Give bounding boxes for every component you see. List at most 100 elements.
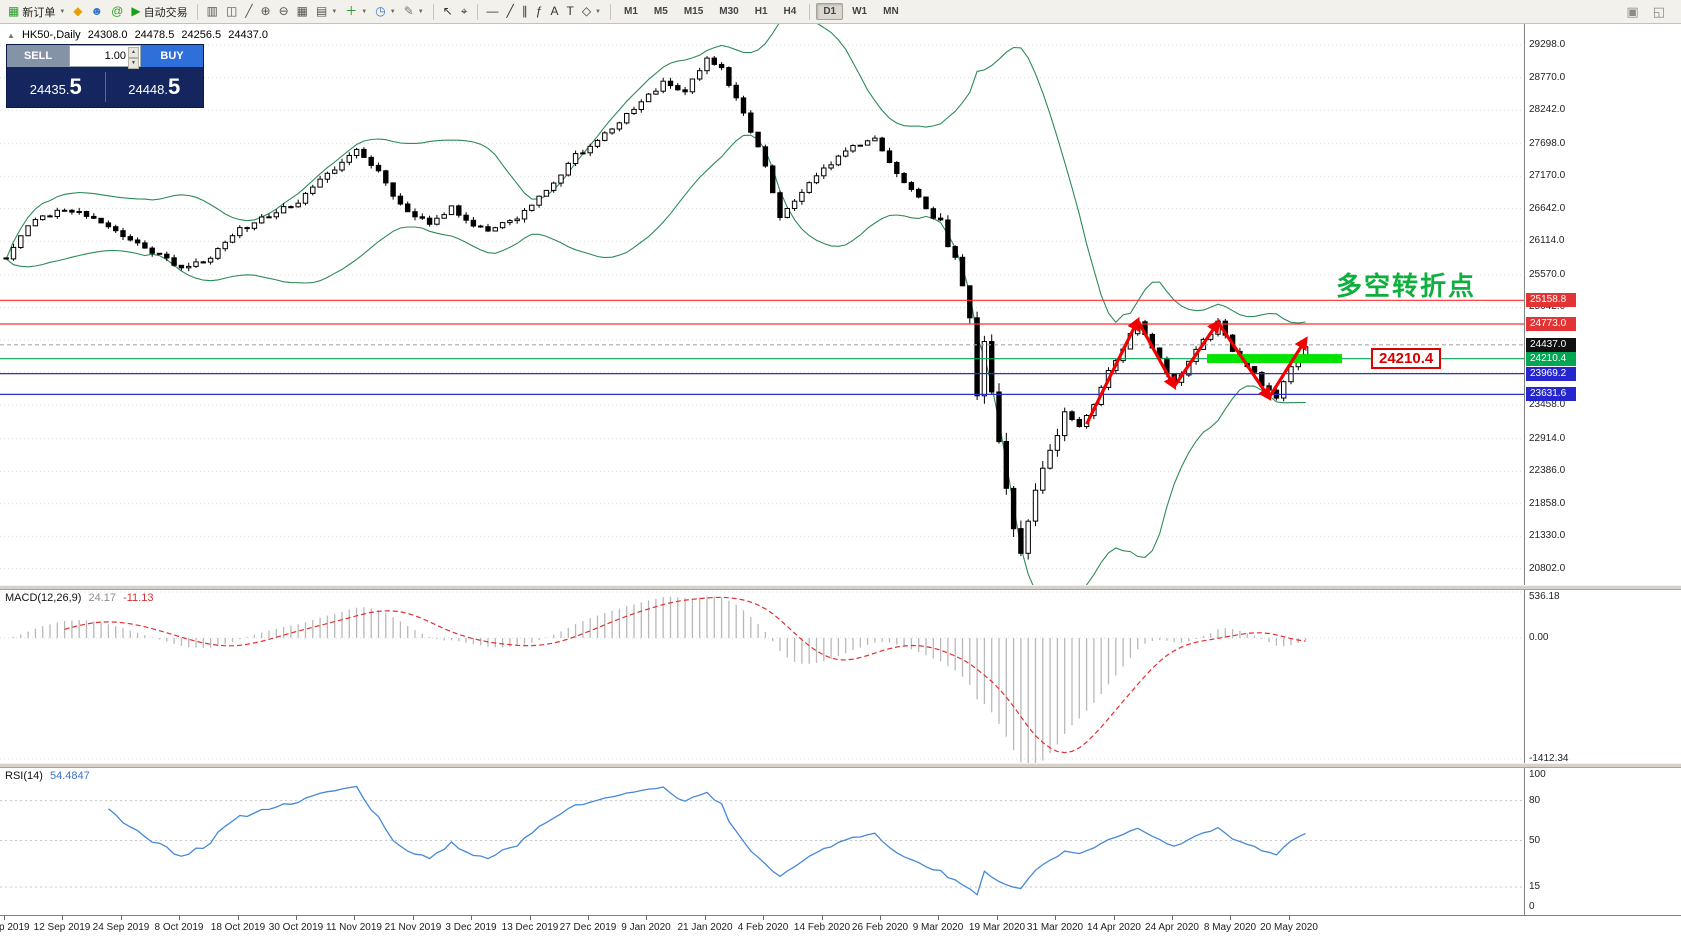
template-icon[interactable]: ✎ ▼ xyxy=(400,3,428,20)
time-label: 24 Sep 2019 xyxy=(92,922,150,933)
support-highlight-bar[interactable] xyxy=(1207,354,1342,363)
timeframe-m1[interactable]: M1 xyxy=(624,6,638,17)
timeframe-m5[interactable]: M5 xyxy=(653,6,668,17)
bollinger-lower-band xyxy=(5,134,1306,585)
zigzag-arrow[interactable] xyxy=(1216,321,1272,401)
price-divider xyxy=(104,72,106,102)
line-chart-icon[interactable]: ╱ xyxy=(241,3,256,20)
horizontal-line-icon-glyph: — xyxy=(486,4,499,18)
tile-windows-icon-glyph: ▦ xyxy=(296,4,308,18)
arrange-windows-icon-glyph: ▤ xyxy=(315,4,328,18)
bar-chart-icon-glyph: ▥ xyxy=(206,4,218,18)
timeframe-d1[interactable]: D1 xyxy=(816,3,844,20)
time-tick xyxy=(1230,916,1231,920)
label-icon[interactable]: T xyxy=(562,3,577,20)
timeframe-h4[interactable]: H4 xyxy=(783,6,797,17)
candlestick-icon[interactable]: ◫ xyxy=(222,3,241,20)
profiles-period-icon[interactable]: ◷ ▼ xyxy=(371,3,399,20)
bar-chart-icon[interactable]: ▥ xyxy=(203,3,222,20)
zoom-in-icon[interactable]: ⊕ xyxy=(257,3,275,20)
time-tick xyxy=(880,916,881,920)
fibonacci-icon-glyph: ƒ xyxy=(535,4,543,18)
toolbar-separator xyxy=(196,3,198,20)
rsi-axis: 100 80 50 15 0 xyxy=(1524,768,1681,915)
timeframe-w1[interactable]: W1 xyxy=(852,6,868,17)
window-new-icon[interactable]: ◱ xyxy=(1652,4,1665,19)
rsi-tick: 0 xyxy=(1529,901,1535,912)
buy-price[interactable]: 24448.5 xyxy=(128,74,181,99)
cursor-icon[interactable]: ↖ xyxy=(439,3,457,20)
sell-button[interactable]: SELL xyxy=(7,45,69,67)
cursor-icon-glyph: ↖ xyxy=(442,4,453,18)
timeframe-mn[interactable]: MN xyxy=(883,6,899,17)
trendline-icon[interactable]: ╱ xyxy=(503,3,518,20)
time-label: 8 May 2020 xyxy=(1203,922,1257,933)
time-tick xyxy=(238,916,239,920)
sell-price[interactable]: 24435.5 xyxy=(29,74,82,99)
ohlc-open: 24308.0 xyxy=(87,29,128,41)
zoom-out-icon[interactable]: ⊖ xyxy=(275,3,293,20)
new-order-button[interactable]: ▦ 新订单 ▼ xyxy=(8,4,66,19)
rsi-line xyxy=(107,785,1306,896)
horizontal-line-icon[interactable]: — xyxy=(483,3,503,20)
buy-button[interactable]: BUY xyxy=(141,45,203,67)
time-tick xyxy=(179,916,180,920)
panel-splitter[interactable] xyxy=(0,585,1681,590)
time-label: 8 Oct 2019 xyxy=(154,922,204,933)
zigzag-arrow[interactable] xyxy=(1136,319,1177,391)
zigzag-arrow[interactable] xyxy=(1085,316,1140,425)
panel-splitter[interactable] xyxy=(0,763,1681,768)
price-axis: 29298.0 28770.0 28242.0 27698.0 27170.0 26642… xyxy=(1524,24,1681,585)
timeframe-h1[interactable]: H1 xyxy=(754,6,768,17)
window-restore-icon[interactable]: ▣ xyxy=(1626,4,1639,19)
trendline-icon-glyph: ╱ xyxy=(506,4,514,18)
new-chart-icon-glyph: ＋ xyxy=(345,4,358,18)
volume-up-button[interactable]: ▲ xyxy=(128,47,139,58)
crosshair-icon[interactable]: ⌖ xyxy=(457,3,472,20)
arrange-windows-icon[interactable]: ▤ ▼ xyxy=(312,3,341,20)
time-label: 2 Sep 2019 xyxy=(0,922,30,933)
down-candles xyxy=(3,57,1280,554)
timeframe-m15[interactable]: M15 xyxy=(683,6,704,17)
time-tick xyxy=(763,916,764,920)
fibonacci-icon[interactable]: ƒ xyxy=(532,3,547,20)
text-icon[interactable]: A xyxy=(546,3,562,20)
price-tick: 28770.0 xyxy=(1529,72,1566,83)
time-tick xyxy=(530,916,531,920)
time-tick xyxy=(1114,916,1115,920)
label-icon-glyph: T xyxy=(566,4,574,18)
channel-icon[interactable]: ∥ xyxy=(518,3,532,20)
time-label: 11 Nov 2019 xyxy=(326,922,382,933)
text-icon-glyph: A xyxy=(550,4,559,18)
price-tick: 23458.0 xyxy=(1529,399,1566,410)
dropdown-arrow-icon: ▼ xyxy=(59,8,66,15)
zigzag-arrow[interactable] xyxy=(1172,319,1221,388)
turning-point-annotation[interactable]: 多空转折点 xyxy=(1336,271,1477,301)
level-callout-box[interactable]: 24210.4 xyxy=(1371,348,1442,369)
new-chart-icon[interactable]: ＋ ▼ xyxy=(341,3,371,20)
time-label: 20 May 2020 xyxy=(1260,922,1318,933)
dropdown-arrow-icon: ▼ xyxy=(595,8,601,15)
community-icon[interactable]: @ xyxy=(107,3,127,20)
chart-ohlc-header: ▲ HK50-,Daily 24308.0 24478.5 24256.5 24… xyxy=(7,29,272,41)
time-tick xyxy=(4,916,5,920)
toolbar-separator xyxy=(610,3,611,20)
profile-icon[interactable]: ☻ xyxy=(87,3,108,20)
time-tick xyxy=(822,916,823,920)
up-candles xyxy=(10,57,1309,554)
toolbar-right-icons: ▣ ◱ xyxy=(1622,3,1677,20)
macd-tick: -1412.34 xyxy=(1529,753,1569,763)
zigzag-arrow[interactable] xyxy=(1267,336,1308,399)
time-label: 31 Mar 2020 xyxy=(1026,922,1084,933)
tile-windows-icon[interactable]: ▦ xyxy=(293,3,312,20)
mql5-icon[interactable]: ◆ xyxy=(69,3,86,20)
volume-input[interactable] xyxy=(70,46,140,66)
timeframe-m30[interactable]: M30 xyxy=(719,6,739,17)
autotrading-button[interactable]: ▶ 自动交易 xyxy=(131,4,188,19)
price-label: 24773.0 xyxy=(1526,317,1576,331)
dropdown-arrow-icon: ▼ xyxy=(417,8,424,15)
one-click-trading-panel: SELL ▲ ▼ BUY 24435.5 24448.5 xyxy=(6,44,204,108)
shapes-icon[interactable]: ◇ ▼ xyxy=(578,3,605,20)
volume-down-button[interactable]: ▼ xyxy=(128,58,139,69)
price-label: 25158.8 xyxy=(1526,293,1576,307)
